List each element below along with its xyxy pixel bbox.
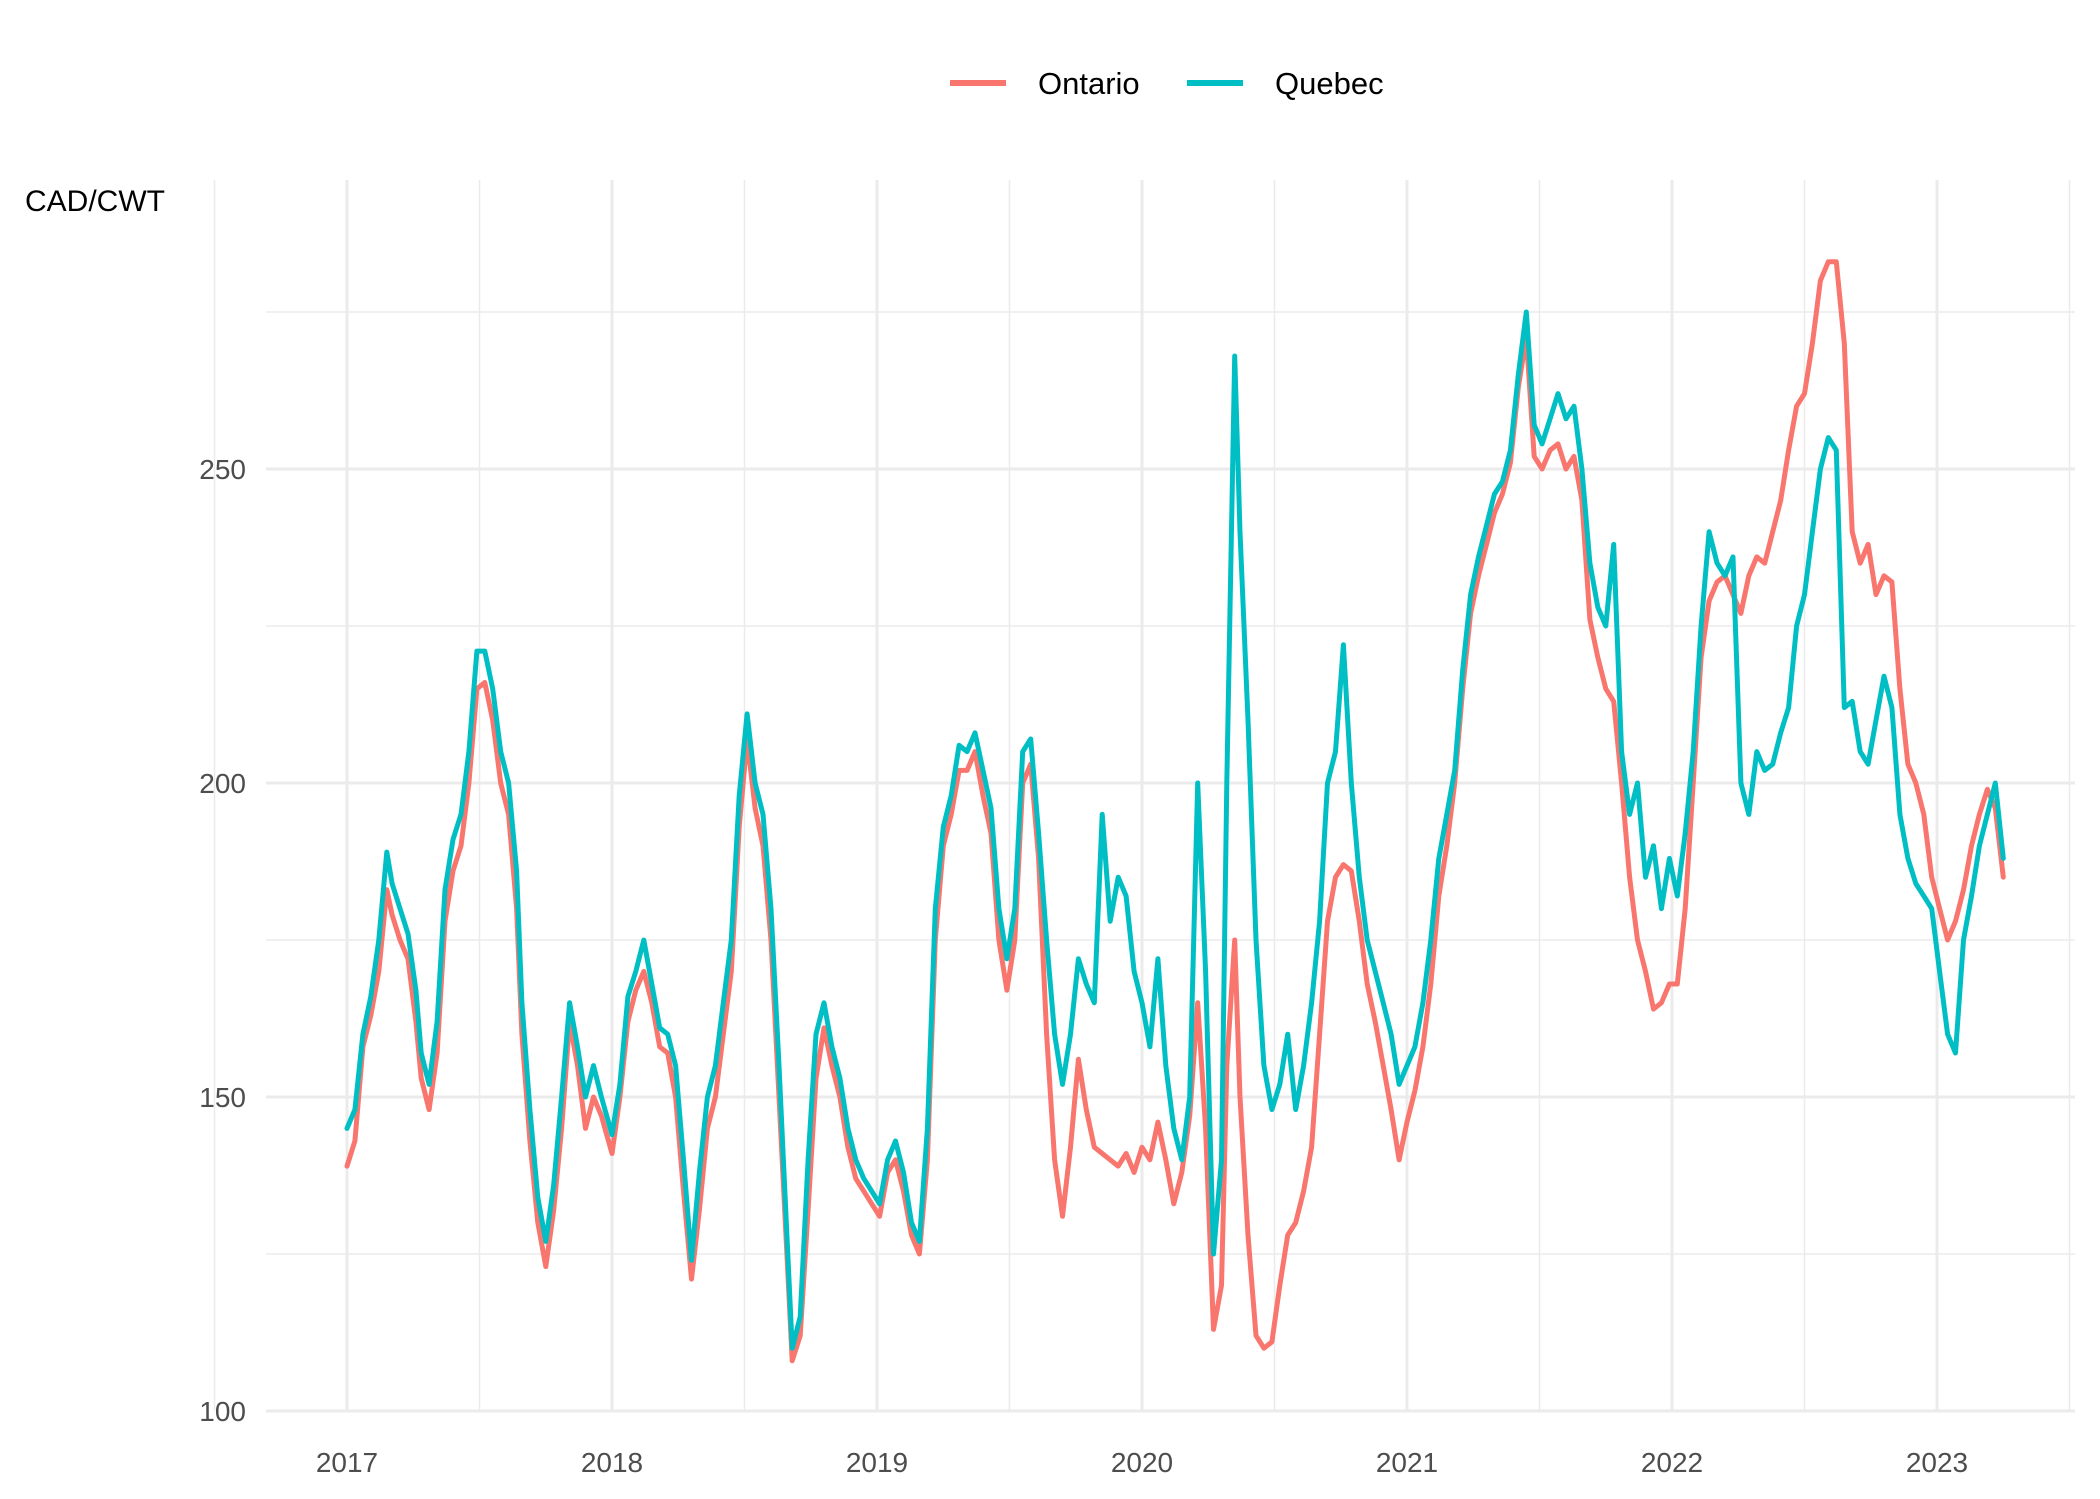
x-tick-label: 2020	[1111, 1447, 1173, 1478]
y-axis-ticks: 100 150 200 250	[199, 454, 246, 1427]
legend-label-quebec: Quebec	[1275, 66, 1384, 101]
y-tick-label: 250	[199, 454, 246, 485]
y-tick-label: 150	[199, 1082, 246, 1113]
y-tick-label: 200	[199, 768, 246, 799]
legend-label-ontario: Ontario	[1038, 66, 1140, 101]
series-lines	[344, 259, 2006, 1364]
x-tick-label: 2017	[316, 1447, 378, 1478]
x-axis-ticks: 2017 2018 2019 2020 2021 2022 2023	[316, 1447, 1968, 1478]
x-tick-label: 2023	[1906, 1447, 1968, 1478]
y-tick-label: 100	[199, 1396, 246, 1427]
x-tick-label: 2018	[581, 1447, 643, 1478]
x-tick-label: 2019	[846, 1447, 908, 1478]
x-tick-label: 2022	[1641, 1447, 1703, 1478]
legend: Ontario Quebec	[950, 66, 1384, 101]
x-tick-label: 2021	[1376, 1447, 1438, 1478]
series-line-quebec	[344, 309, 2006, 1351]
y-axis-unit-label: CAD/CWT	[25, 185, 165, 218]
